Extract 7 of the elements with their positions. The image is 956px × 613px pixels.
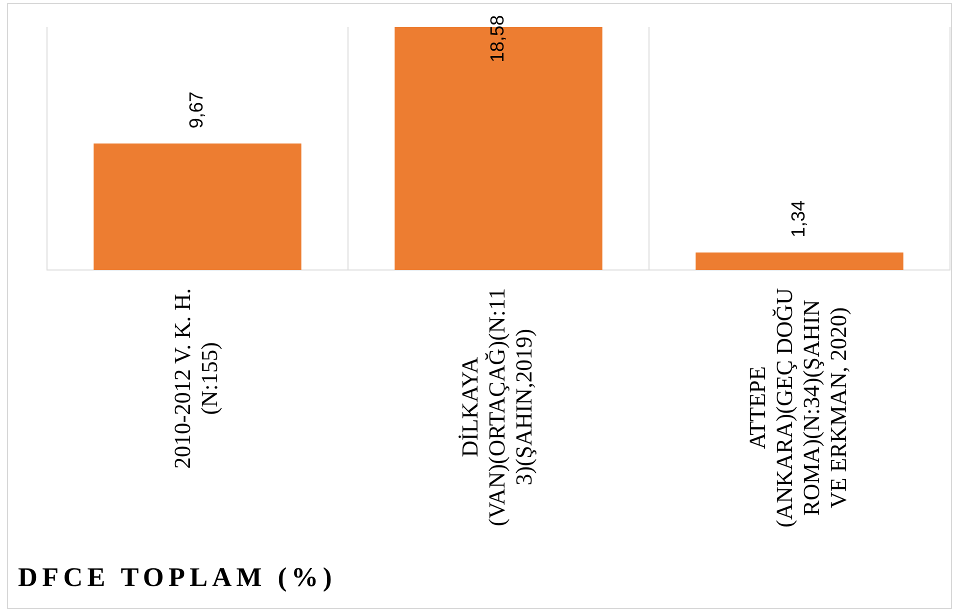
x-tick-label: ATTEPE (ANKARA)(GEÇ DOĞU ROMA)(N:34)(ŞAHIN VE ERKMAN, 2020)	[745, 288, 852, 528]
data-label: 9,67	[186, 92, 208, 129]
text: DFCE TOPLAM (%)	[18, 562, 336, 593]
x-tick-label: 2010-2012 V. K. H. (N:155)	[170, 288, 222, 469]
data-label: 18,58	[488, 15, 509, 63]
data-label: 1,34	[788, 200, 810, 238]
x-tick-label: DİLKAYA (VAN)(ORTAÇAĞ)(N:113)(ŞAHIN,2019)	[458, 288, 537, 526]
